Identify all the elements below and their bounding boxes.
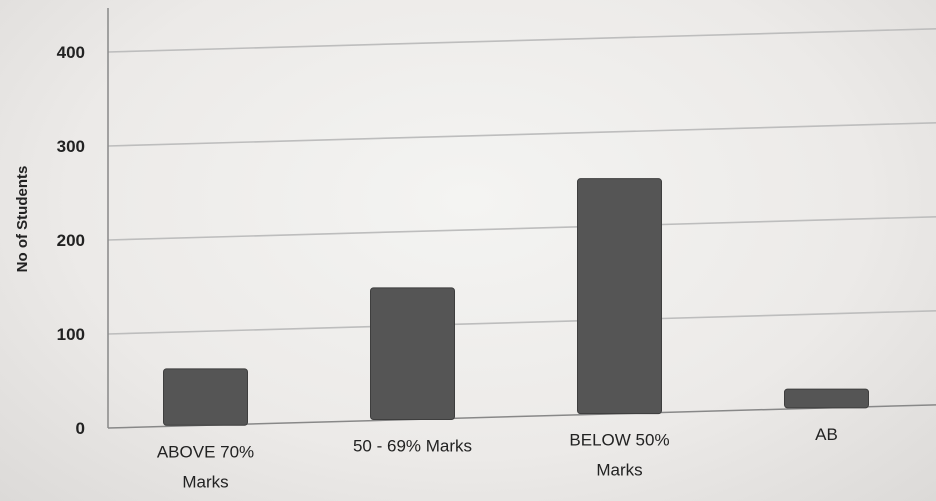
gridline-200 xyxy=(107,216,936,241)
x-category-label: ABOVE 70% Marks xyxy=(157,442,254,491)
gridline-100 xyxy=(107,310,936,335)
bar-0 xyxy=(163,368,248,426)
bar-3 xyxy=(784,388,869,409)
x-category-label-line: ABOVE 70% xyxy=(157,442,254,461)
x-category-label-line: Marks xyxy=(596,461,642,480)
x-category-label-line: 50 - 69% Marks xyxy=(353,436,472,455)
x-category-label-line: Marks xyxy=(182,472,228,491)
y-tick-label: 300 xyxy=(57,137,85,156)
y-tick-label: 200 xyxy=(57,231,85,250)
y-tick-label: 0 xyxy=(76,419,85,438)
bar-2 xyxy=(577,178,662,415)
bars xyxy=(163,178,869,426)
gridlines xyxy=(107,28,936,429)
x-category-label-line: BELOW 50% xyxy=(569,431,669,450)
x-category-label: BELOW 50% Marks xyxy=(569,431,669,480)
x-category-labels: ABOVE 70% Marks 50 - 69% Marks BELOW 50% Mar… xyxy=(157,425,838,491)
y-axis-label: No of Students xyxy=(14,166,31,273)
y-tick-labels: 0 100 200 300 400 xyxy=(57,43,85,438)
y-tick-label: 100 xyxy=(57,325,85,344)
x-category-label-line: AB xyxy=(815,425,838,444)
bar-1 xyxy=(370,287,455,420)
gridline-400 xyxy=(107,28,936,53)
x-category-label: 50 - 69% Marks xyxy=(353,436,472,455)
y-tick-label: 400 xyxy=(57,43,85,62)
x-category-label: AB xyxy=(815,425,838,444)
gridline-300 xyxy=(107,122,936,147)
